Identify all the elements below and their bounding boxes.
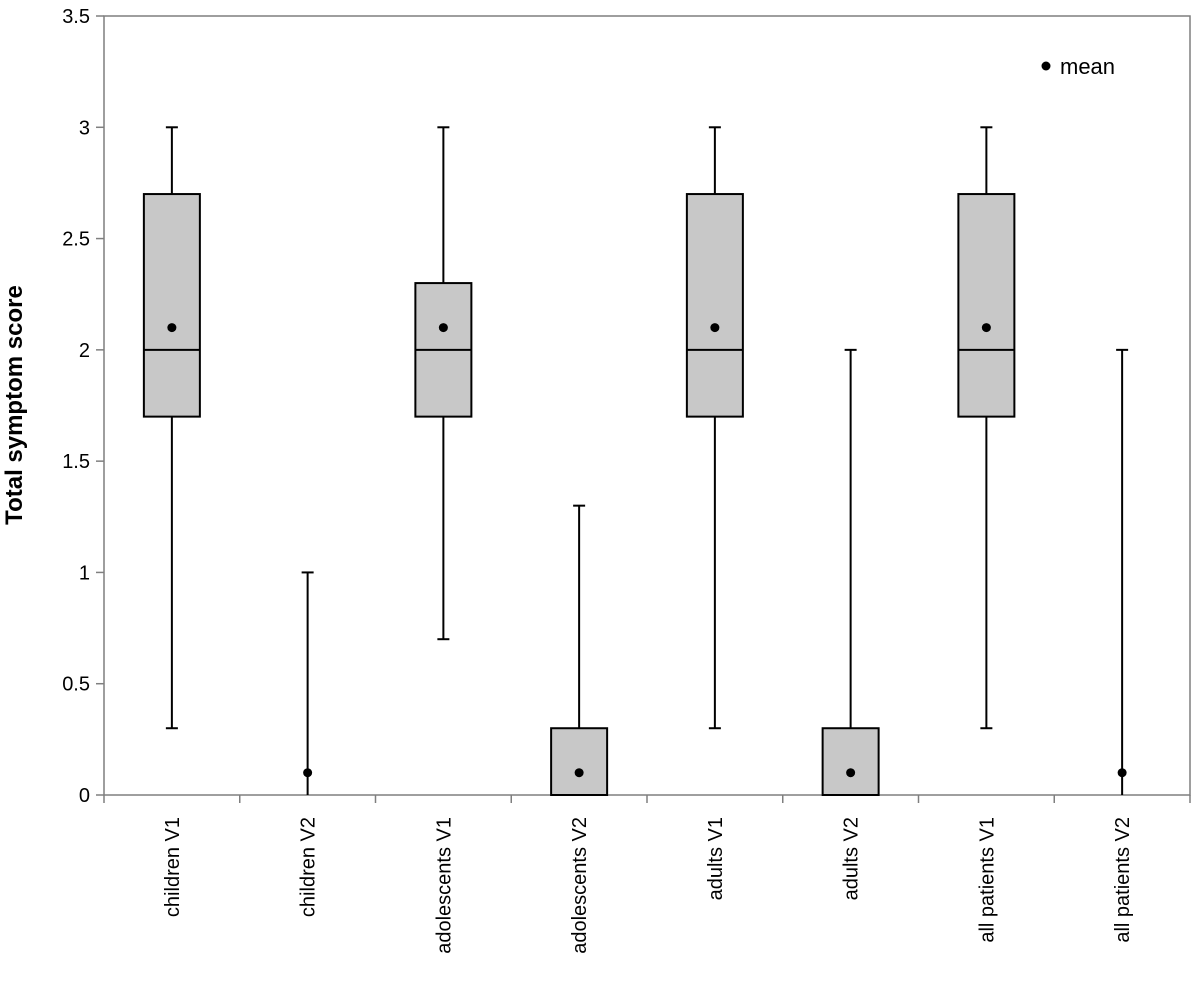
y-tick-label: 2.5 (62, 229, 90, 251)
box-6 (821, 348, 880, 797)
iqr-box (550, 727, 609, 797)
box-4 (550, 504, 609, 797)
iqr-box (821, 727, 880, 797)
mean-point (981, 323, 991, 333)
y-tick-label: 1.5 (62, 451, 90, 473)
legend-mean-label: mean (1060, 54, 1115, 79)
plot-frame (103, 15, 1191, 796)
mean-point (167, 323, 177, 333)
mean-point (846, 768, 856, 778)
x-category-label: children V1 (162, 817, 184, 917)
x-category-label: adolescents V1 (433, 817, 455, 954)
iqr-box (685, 193, 744, 418)
y-tick-label: 0.5 (62, 674, 90, 696)
mean-point (438, 323, 448, 333)
mean-point (303, 768, 313, 778)
x-category-label: adolescents V2 (569, 817, 591, 954)
legend-mean-marker (1041, 61, 1051, 71)
box-3 (414, 126, 473, 641)
mean-point (1117, 768, 1127, 778)
iqr-box (957, 193, 1016, 418)
x-category-label: children V2 (298, 817, 320, 917)
mean-point (574, 768, 584, 778)
y-tick-label: 3 (79, 117, 90, 139)
box-7 (957, 126, 1016, 730)
x-category-label: all patients V2 (1112, 817, 1134, 943)
y-tick-label: 3.5 (62, 6, 90, 28)
mean-point (710, 323, 720, 333)
y-axis-label: Total symptom score (1, 285, 28, 525)
y-tick-label: 0 (79, 785, 90, 807)
boxes-group (142, 126, 1129, 797)
x-category-label: adults V2 (841, 817, 863, 900)
x-category-label: adults V1 (705, 817, 727, 900)
box-5 (685, 126, 744, 730)
box-2 (301, 571, 314, 795)
box-8 (1116, 348, 1129, 795)
y-tick-label: 2 (79, 340, 90, 362)
y-tick-label: 1 (79, 562, 90, 584)
legend: mean (1041, 54, 1115, 79)
x-axis: children V1 children V2 adolescents V1 adol… (103, 795, 1191, 954)
iqr-box (142, 193, 201, 418)
x-category-label: all patients V1 (976, 817, 998, 943)
y-axis: 0 0.5 1 1.5 2 2.5 3 3.5 (62, 6, 104, 807)
box-1 (142, 126, 201, 730)
